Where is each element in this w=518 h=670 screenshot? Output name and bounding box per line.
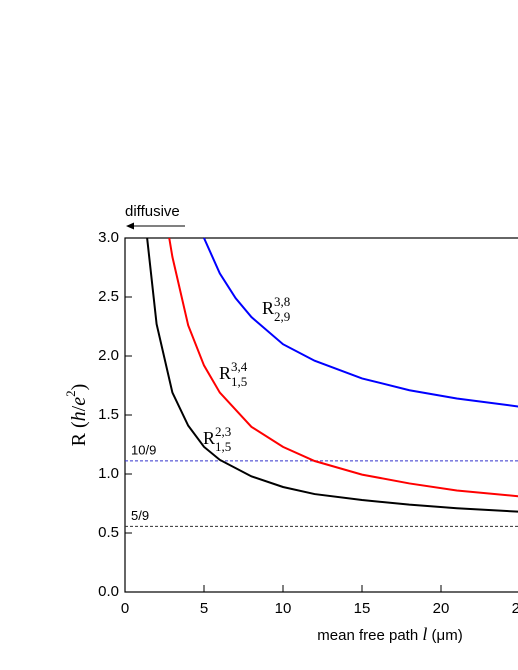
line (146, 237, 518, 513)
series-subscript: 1,5 (231, 374, 247, 389)
series-label: R3,4 1,5 (219, 359, 248, 389)
y-tick-label: 2.0 (98, 347, 119, 364)
x-axis-label: mean free path l (μm) (317, 624, 462, 644)
y-tick-label: 3.0 (98, 229, 119, 246)
x-tick-label: 0 (121, 600, 129, 617)
line (168, 237, 518, 498)
reference-label: 5/9 (131, 508, 149, 523)
annotation: diffusive (125, 203, 180, 220)
series-name: R (262, 298, 274, 318)
series-label: R2,3 1,5 (203, 424, 231, 454)
x-tick-label: 10 (275, 600, 292, 617)
y-tick-label: 0.0 (98, 583, 119, 600)
series-subscript: 1,5 (215, 439, 231, 454)
y-tick-label: 1.5 (98, 406, 119, 423)
y-tick-label: 1.0 (98, 465, 119, 482)
series-superscript: 2,3 (215, 424, 231, 439)
x-tick-label: 5 (200, 600, 208, 617)
x-tick-label: 20 (433, 600, 450, 617)
series-label: R3,8 2,9 (262, 294, 290, 324)
x-tick-label: 15 (354, 600, 371, 617)
series-name: R (219, 363, 231, 383)
y-tick-label: 2.5 (98, 288, 119, 305)
y-axis-label: R (h/e2) (63, 384, 90, 447)
line (203, 237, 518, 408)
series-superscript: 3,4 (231, 359, 248, 374)
x-tick-label: 25 (512, 600, 518, 617)
series-name: R (203, 428, 215, 448)
series-subscript: 2,9 (274, 309, 290, 324)
reference-label: 10/9 (131, 442, 156, 457)
arrow-head (126, 222, 134, 230)
series-superscript: 3,8 (274, 294, 290, 309)
y-tick-label: 0.5 (98, 524, 119, 541)
